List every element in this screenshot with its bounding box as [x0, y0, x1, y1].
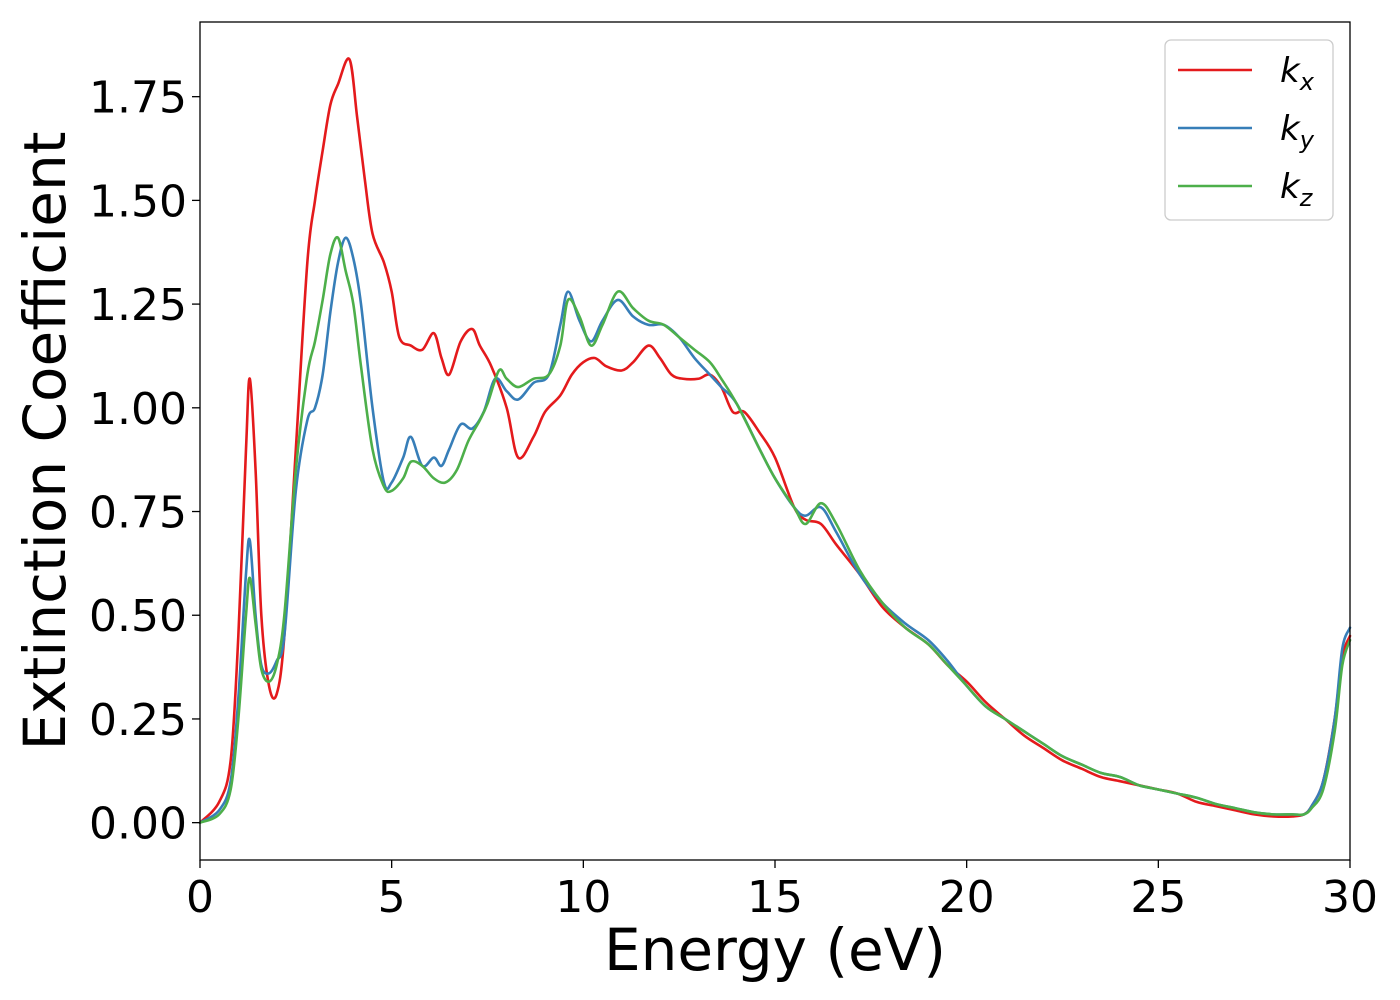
series-line-ky	[198, 236, 1352, 824]
legend-label-z: kz	[1280, 167, 1314, 212]
series-layer	[198, 57, 1352, 824]
y-tick-label: 0.75	[89, 488, 187, 539]
legend-label-x: kx	[1280, 51, 1315, 96]
x-tick-label: 0	[186, 872, 214, 923]
y-tick-label: 0.50	[89, 591, 187, 642]
x-tick-label: 25	[1130, 872, 1186, 923]
y-tick-label: 0.25	[89, 695, 187, 746]
y-tick-label: 1.00	[89, 384, 187, 435]
y-tick-label: 1.25	[89, 280, 187, 331]
legend: kx ky kz	[1164, 39, 1334, 221]
series-line-kz	[198, 235, 1352, 824]
y-tick-label: 1.75	[89, 73, 187, 124]
legend-box	[1164, 39, 1334, 221]
x-tick-label: 10	[555, 872, 611, 923]
x-axis: 0 5 10 15 20 25 30	[186, 860, 1378, 923]
series-line-kx	[198, 57, 1352, 824]
x-axis-title: Energy (eV)	[604, 916, 946, 984]
x-tick-label: 30	[1322, 872, 1378, 923]
x-tick-label: 20	[939, 872, 995, 923]
x-tick-label: 15	[747, 872, 803, 923]
y-tick-label: 1.50	[89, 176, 187, 227]
x-tick-label: 5	[378, 872, 406, 923]
y-tick-label: 0.00	[89, 799, 187, 850]
y-axis: 0.00 0.25 0.50 0.75 1.00 1.25 1.50 1.75	[89, 73, 200, 850]
legend-label-y: ky	[1280, 109, 1315, 154]
y-axis-title: Extinction Coefficient	[11, 132, 79, 751]
